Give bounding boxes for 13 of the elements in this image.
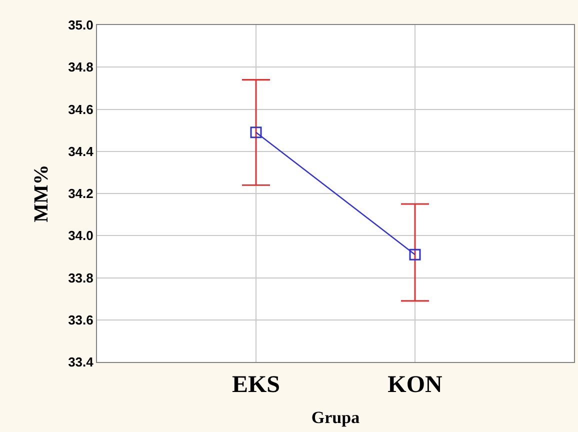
y-tick-label: 35.0 (68, 18, 94, 33)
y-tick-label: 34.4 (68, 144, 94, 159)
y-tick-label: 33.4 (68, 354, 94, 370)
x-tick-label: EKS (232, 372, 280, 398)
y-axis-title: MM% (30, 164, 53, 222)
y-tick-label: 34.0 (68, 228, 94, 244)
y-tick-label: 34.2 (68, 186, 94, 202)
x-tick-label: KON (388, 372, 443, 398)
y-tick-label: 33.6 (68, 312, 94, 328)
x-axis-title: Grupa (311, 408, 360, 428)
y-tick-label: 34.8 (68, 60, 94, 75)
y-tick-label: 34.6 (68, 102, 94, 117)
y-tick-label: 33.8 (68, 270, 94, 286)
